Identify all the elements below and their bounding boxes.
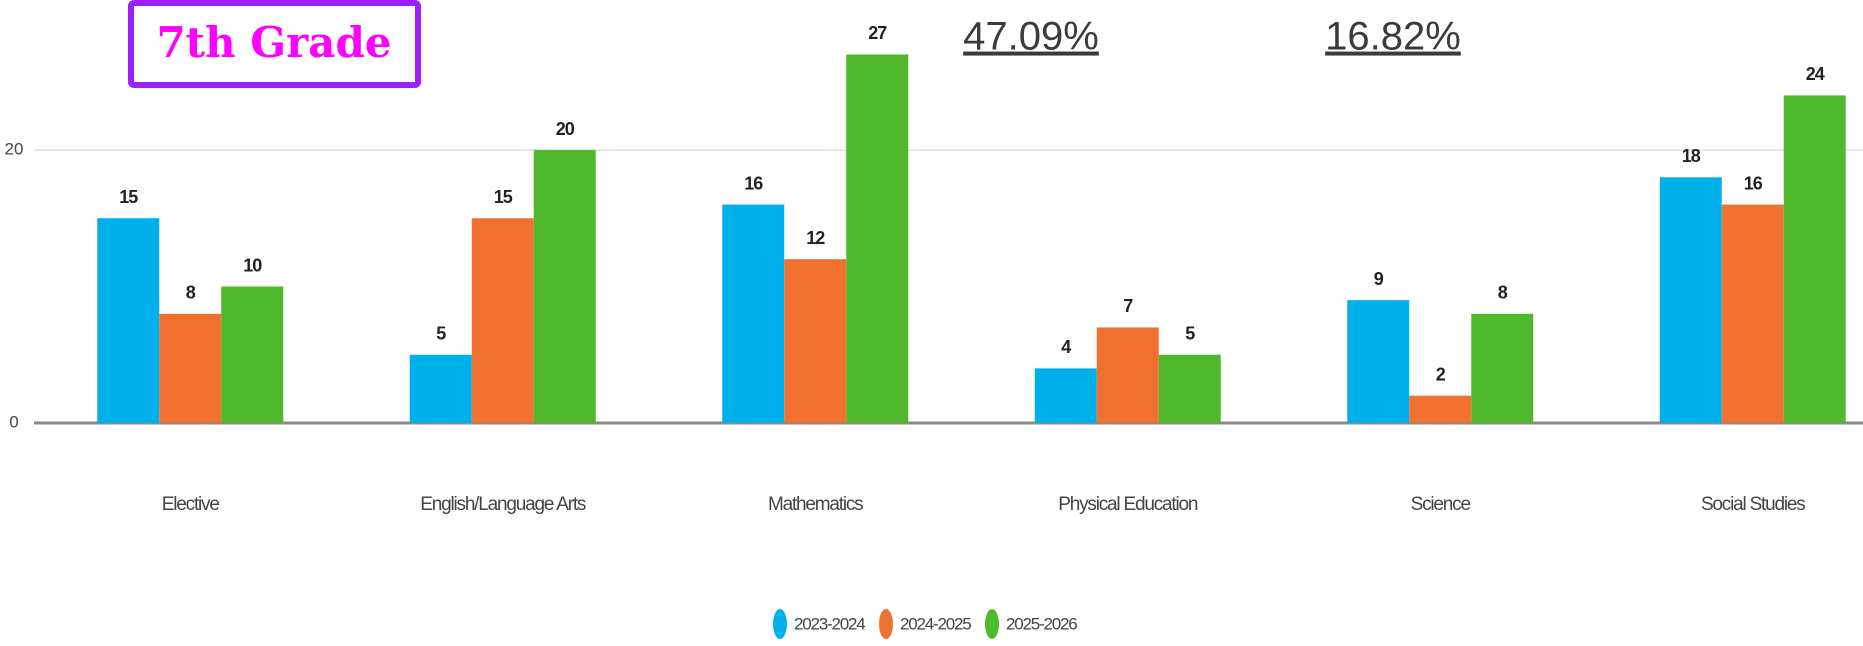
plot: 0 20 Elective 15 8 10 English/Language Arts 5 15… [5,23,1863,639]
x-tick-label: Elective [162,494,220,515]
value-label: 10 [243,255,262,275]
y-tick-label: 0 [9,412,18,431]
legend-label: 2025-2026 [1006,614,1077,633]
value-label: 4 [1061,337,1071,357]
x-tick-label: Physical Education [1058,494,1198,515]
legend-label: 2023-2024 [794,614,865,633]
bar [1034,368,1097,423]
bar [1096,327,1159,423]
legend-label: 2024-2025 [900,614,971,633]
bar [409,354,472,423]
value-label: 18 [1682,146,1701,166]
legend-marker [773,609,787,639]
bar [722,204,785,423]
annotation: 16.82% [1325,15,1461,59]
value-label: 7 [1123,296,1133,316]
bar [1347,300,1410,423]
value-label: 15 [494,187,513,207]
y-tick-label: 20 [5,139,24,158]
value-label: 8 [186,283,196,303]
x-tick-label: English/Language Arts [420,494,586,515]
value-label: 16 [1744,173,1763,193]
annotation: 7th Grade [156,18,391,67]
value-label: 8 [1498,283,1508,303]
bar [1659,177,1722,423]
x-tick-label: Science [1411,494,1471,515]
value-label: 5 [1185,324,1195,344]
legend-marker [879,609,893,639]
bar [97,218,160,423]
value-label: 5 [436,324,446,344]
x-tick-label: Mathematics [768,494,863,515]
bar [1783,95,1846,424]
annotation: 47.09% [963,15,1099,59]
bar [1471,313,1534,423]
annotation-box [128,0,421,88]
value-label: 12 [806,228,825,248]
bar [159,313,222,423]
value-label: 20 [556,119,575,139]
value-label: 9 [1374,269,1384,289]
value-label: 16 [744,173,763,193]
value-label: 2 [1436,364,1446,384]
bar [471,218,534,423]
bar [784,259,847,423]
value-label: 27 [868,23,887,43]
value-label: 15 [119,187,138,207]
bar [1158,354,1221,423]
bar [533,150,596,423]
x-tick-label: Social Studies [1701,494,1805,515]
bar [846,54,909,423]
value-label: 24 [1806,64,1825,84]
bar [1409,395,1472,423]
bar [1721,204,1784,423]
legend-marker [985,609,999,639]
bar [221,286,284,423]
